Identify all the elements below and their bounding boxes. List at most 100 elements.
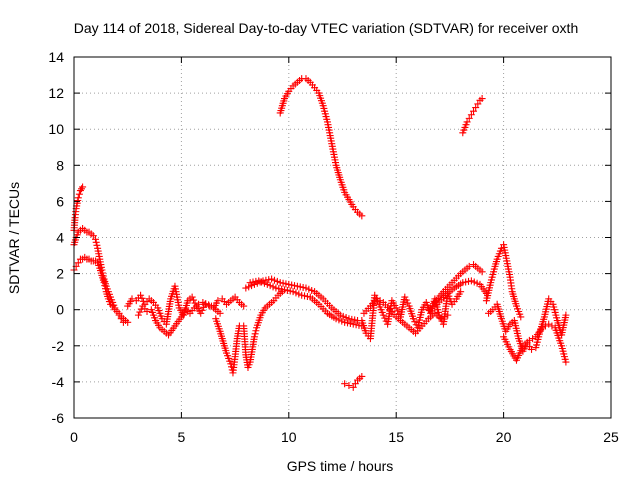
data-points [70,75,570,391]
series-arc-7 [240,288,286,371]
data-point-interp [252,327,260,335]
data-point [392,304,400,312]
data-point [137,291,145,299]
series-arc-4 [124,282,248,328]
y-tick-label: 14 [48,49,64,65]
data-point-interp [93,241,101,249]
data-point [409,315,417,323]
y-tick-label: -6 [52,410,65,426]
y-tick-label: -4 [52,374,65,390]
y-tick-labels: -6 -4 -2 0 2 4 6 8 10 12 14 [48,49,64,426]
data-point [401,293,409,301]
data-point [371,291,379,299]
data-point [465,262,473,270]
data-point [128,295,136,303]
series-arc-16 [459,95,486,137]
data-point [349,383,357,391]
x-tick-label: 25 [603,429,619,445]
data-point-interp [101,282,109,290]
x-axis-label: GPS time / hours [287,458,394,474]
data-point-interp [190,296,198,304]
data-point-interp [437,314,445,322]
data-point [74,259,82,267]
series-arc-18 [485,295,570,355]
data-point [444,311,452,319]
series-arc-3 [70,253,132,326]
data-point [465,114,473,122]
data-point [227,360,235,368]
data-point [216,309,224,317]
series-arc-1 [70,183,87,234]
y-tick-label: 12 [48,85,64,101]
data-point-interp [411,318,419,326]
y-tick-label: 4 [56,230,64,246]
data-point [240,302,248,310]
data-point [358,372,366,380]
data-point-interp [381,314,389,322]
data-point [379,311,387,319]
data-point [188,293,196,301]
data-point-interp [136,308,144,316]
data-point-interp [200,303,208,311]
data-point [214,297,222,305]
y-tick-label: 2 [56,266,64,282]
y-tick-label: -2 [52,338,65,354]
data-point [470,107,478,115]
data-point [474,100,482,108]
data-point-interp [251,330,259,338]
data-point [115,309,123,317]
data-point [467,111,475,119]
y-axis-label: SDTVAR / TECUs [6,182,22,294]
data-point-interp [191,299,199,307]
data-point [100,279,108,287]
data-point-interp [138,294,146,302]
x-tick-labels: 0 5 10 15 20 25 [70,429,619,445]
data-point [528,345,536,353]
x-tick-label: 20 [496,429,512,445]
data-point-interp [404,299,412,307]
x-tick-label: 10 [281,429,297,445]
data-point [75,190,83,198]
data-point [197,309,205,317]
data-point-interp [402,296,410,304]
y-tick-label: 10 [48,121,64,137]
data-point-interp [529,335,537,343]
axis-ticks [73,56,612,419]
data-point [250,333,258,341]
data-point [457,288,465,296]
data-point [463,118,471,126]
data-point-interp [92,238,100,246]
data-point-interp [372,294,380,302]
data-point [74,194,82,202]
data-point [478,268,486,276]
series-arc-13 [360,295,452,337]
x-tick-label: 15 [388,429,404,445]
data-point-interp [198,306,206,314]
data-point [345,382,353,390]
data-point-interp [394,307,402,315]
series-arc-11 [341,372,366,391]
y-tick-label: 8 [56,157,64,173]
data-point [143,308,151,316]
data-point [79,183,87,191]
grid-lines [74,57,611,418]
data-point [134,311,142,319]
data-point [124,318,132,326]
data-point-interp [102,285,110,293]
data-point [517,313,525,321]
data-point [562,311,570,319]
data-point [562,358,570,366]
data-point [91,235,99,243]
series-arc-17 [482,241,525,321]
series-arc-8 [246,277,366,330]
data-point [358,212,366,220]
x-tick-label: 5 [178,429,186,445]
series-arc-6 [212,315,243,377]
series-arc-9 [242,275,362,325]
data-point [109,302,117,310]
y-tick-label: 6 [56,193,64,209]
series-arc-5 [134,298,224,339]
data-point [351,380,359,388]
data-point-interp [548,322,556,330]
